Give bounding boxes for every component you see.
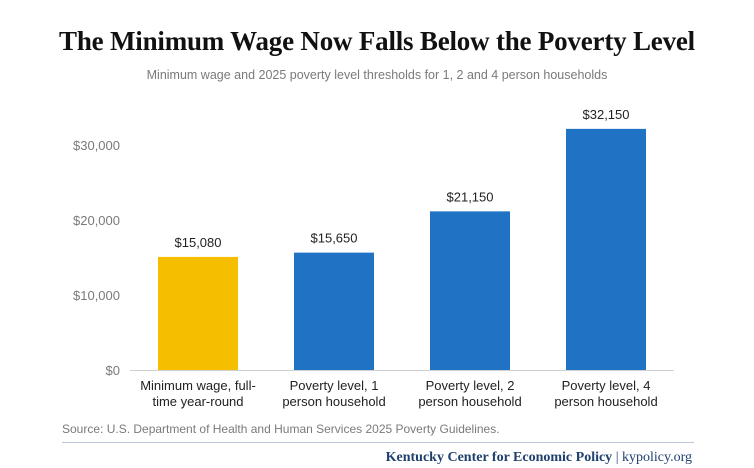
bar <box>430 211 510 370</box>
footer-attribution: Kentucky Center for Economic Policy | ky… <box>386 448 692 466</box>
bar <box>566 128 646 370</box>
x-category-label: Minimum wage, full- <box>140 378 256 393</box>
y-tick-label: $0 <box>106 363 120 378</box>
x-category-label: Poverty level, 4 <box>562 378 651 393</box>
org-website: kypolicy.org <box>622 450 692 465</box>
footer-divider <box>62 442 694 443</box>
source-note: Source: U.S. Department of Health and Hu… <box>62 422 500 436</box>
y-tick-label: $10,000 <box>73 288 120 303</box>
bar-value-label: $15,650 <box>311 231 358 246</box>
y-tick-label: $30,000 <box>73 138 120 153</box>
org-name: Kentucky Center for Economic Policy <box>385 450 613 465</box>
y-tick-label: $20,000 <box>73 213 120 228</box>
x-category-label: person household <box>554 394 657 409</box>
chart-title: The Minimum Wage Now Falls Below the Pov… <box>59 26 695 56</box>
x-category-label: time year-round <box>152 394 243 409</box>
bar-value-label: $15,080 <box>175 235 222 250</box>
x-category-label: person household <box>282 394 385 409</box>
x-category-label: Poverty level, 2 <box>426 378 515 393</box>
bar-value-label: $21,150 <box>447 189 494 204</box>
chart-subtitle: Minimum wage and 2025 poverty level thre… <box>146 68 608 82</box>
bar <box>294 252 374 370</box>
x-category-label: Poverty level, 1 <box>290 378 379 393</box>
bar-value-label: $32,150 <box>583 107 630 122</box>
footer-separator: | <box>612 450 622 465</box>
bar <box>158 256 238 370</box>
x-category-label: person household <box>418 394 521 409</box>
